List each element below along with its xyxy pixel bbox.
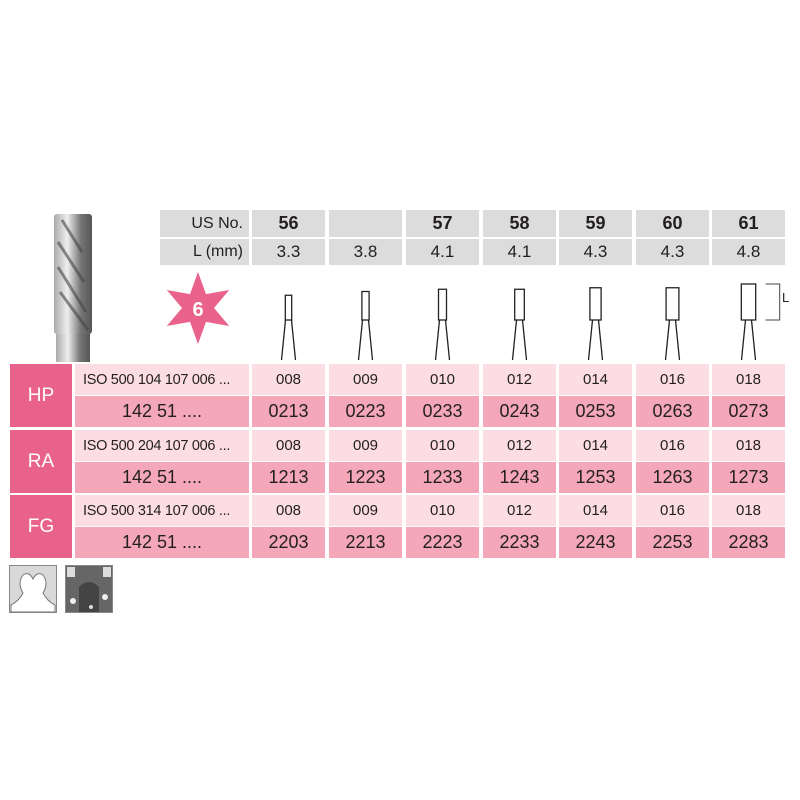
row-label-fg: FG [10, 495, 72, 558]
us-number-label: US No. [160, 210, 249, 237]
size-cell: 009 [329, 430, 402, 461]
iso-number: ISO 500 204 107 006 ... [75, 430, 249, 461]
code-cell: 2253 [636, 527, 709, 558]
length-dimension-label: L [782, 290, 790, 305]
us-number-cell: 57 [406, 210, 479, 237]
length-cell: 4.8 [712, 239, 785, 265]
bur-diagrams [280, 283, 781, 361]
length-cell: 4.3 [559, 239, 632, 265]
code-cell: 1253 [559, 462, 632, 493]
code-cell: 0263 [636, 396, 709, 427]
reference-number: 142 51 .... [75, 462, 249, 493]
size-cell: 008 [252, 495, 325, 526]
bur-head-diagram [280, 294, 297, 361]
badge-number: 6 [192, 299, 203, 321]
size-cell: 016 [636, 430, 709, 461]
code-cell: 2233 [483, 527, 556, 558]
length-label: L (mm) [160, 239, 249, 265]
size-cell: 012 [483, 364, 556, 395]
size-cell: 018 [712, 495, 785, 526]
reference-number: 142 51 .... [75, 527, 249, 558]
size-cell: 018 [712, 364, 785, 395]
size-cell: 010 [406, 364, 479, 395]
us-number-cell [329, 210, 402, 237]
code-cell: 1263 [636, 462, 709, 493]
size-cell: 008 [252, 430, 325, 461]
code-cell: 2283 [712, 527, 785, 558]
size-cell: 014 [559, 430, 632, 461]
size-cell: 012 [483, 430, 556, 461]
code-cell: 1243 [483, 462, 556, 493]
size-cell: 016 [636, 495, 709, 526]
bur-head-diagram [357, 290, 374, 361]
code-cell: 0213 [252, 396, 325, 427]
length-bracket [765, 283, 781, 321]
us-number-cell: 59 [559, 210, 632, 237]
length-cell: 4.1 [406, 239, 479, 265]
code-cell: 2213 [329, 527, 402, 558]
bur-product-image [54, 214, 92, 362]
size-cell: 008 [252, 364, 325, 395]
row-label-hp: HP [10, 364, 72, 427]
bone-cutting-icon [65, 565, 113, 613]
code-cell: 0253 [559, 396, 632, 427]
size-cell: 014 [559, 495, 632, 526]
length-cell: 3.8 [329, 239, 402, 265]
us-number-cell: 58 [483, 210, 556, 237]
code-cell: 2203 [252, 527, 325, 558]
code-cell: 0223 [329, 396, 402, 427]
star-badge-icon: 6 [166, 272, 230, 344]
code-cell: 2223 [406, 527, 479, 558]
code-cell: 0233 [406, 396, 479, 427]
code-cell: 0273 [712, 396, 785, 427]
bur-head-diagram [587, 287, 604, 361]
length-cell: 3.3 [252, 239, 325, 265]
code-cell: 1223 [329, 462, 402, 493]
us-number-cell: 61 [712, 210, 785, 237]
code-cell: 1273 [712, 462, 785, 493]
size-cell: 010 [406, 495, 479, 526]
cavity-prep-icon [9, 565, 57, 613]
code-cell: 2243 [559, 527, 632, 558]
bur-head-diagram [511, 288, 528, 361]
row-label-ra: RA [10, 430, 72, 493]
iso-number: ISO 500 314 107 006 ... [75, 495, 249, 526]
length-cell: 4.3 [636, 239, 709, 265]
size-cell: 009 [329, 495, 402, 526]
bur-head-diagram [434, 288, 451, 361]
code-cell: 1233 [406, 462, 479, 493]
size-cell: 012 [483, 495, 556, 526]
code-cell: 0243 [483, 396, 556, 427]
size-cell: 009 [329, 364, 402, 395]
us-number-cell: 60 [636, 210, 709, 237]
bur-head-diagram [664, 287, 681, 361]
size-cell: 018 [712, 430, 785, 461]
code-cell: 1213 [252, 462, 325, 493]
us-number-cell: 56 [252, 210, 325, 237]
size-cell: 014 [559, 364, 632, 395]
size-cell: 016 [636, 364, 709, 395]
iso-number: ISO 500 104 107 006 ... [75, 364, 249, 395]
size-cell: 010 [406, 430, 479, 461]
length-cell: 4.1 [483, 239, 556, 265]
bur-head-diagram [740, 283, 757, 361]
reference-number: 142 51 .... [75, 396, 249, 427]
